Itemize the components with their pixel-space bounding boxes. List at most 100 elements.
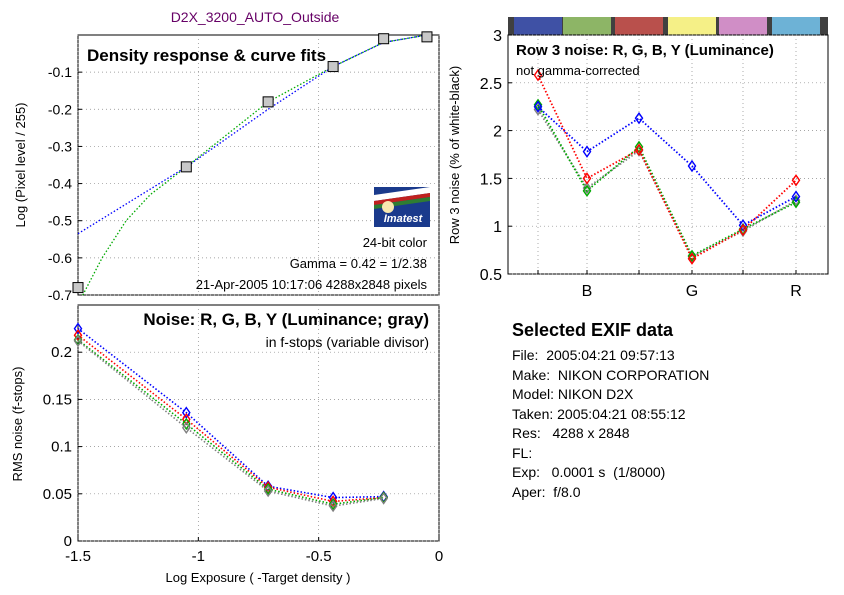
density-series — [72, 31, 433, 296]
row3-grid — [508, 34, 828, 275]
row3-green-marker — [533, 98, 543, 112]
row3-y-tick-label: 2.5 — [480, 76, 502, 93]
row3-plot-area — [507, 34, 829, 275]
row3-color-patch — [772, 17, 820, 35]
row3-color-patch — [563, 17, 611, 35]
row3-blue-marker — [738, 219, 748, 232]
noise-blue-marker — [328, 491, 338, 504]
row3-y-label: Row 3 noise (% of white-black) — [447, 66, 462, 244]
row3-red-line — [537, 74, 797, 260]
noise-subtitle: in f-stops (variable divisor) — [266, 334, 429, 350]
exif-row: File: 2005:04:21 09:57:13 — [512, 347, 675, 363]
density-y-tick-label: -0.4 — [48, 176, 72, 192]
noise-y-tick-label: 0 — [64, 533, 72, 550]
noise-gray-marker — [73, 334, 83, 348]
row3-x-tick-label: B — [582, 283, 593, 300]
exif-panel: Selected EXIF data File: 2005:04:21 09:5… — [512, 320, 832, 502]
exif-row: FL: — [512, 444, 533, 461]
row3-y-tick-label: 0.5 — [480, 267, 502, 284]
row3-y-tick-label: 3 — [493, 28, 502, 45]
noise-gray-marker — [328, 499, 338, 513]
noise-chart: -1.5 -1 -0.5 0 0 0.05 0.1 0.15 0.2 Noise: R, G, … — [10, 304, 443, 585]
density-annotation-date: 21-Apr-2005 10:17:06 4288x2848 pixels — [196, 277, 428, 292]
noise-blue-marker — [73, 322, 83, 335]
row3-color-patch — [668, 17, 716, 35]
row3-red-marker — [687, 252, 697, 265]
imatest-logo-text: Imatest — [384, 213, 424, 225]
row3-y-tick-label: 1 — [493, 219, 502, 236]
density-green-fit-line — [82, 34, 428, 296]
density-y-label: Log (Pixel level / 255) — [13, 102, 28, 227]
noise-plot-area — [77, 304, 440, 542]
exif-row: Make: NIKON CORPORATION — [512, 366, 710, 383]
row3-red-marker — [738, 223, 748, 237]
noise-red-line — [77, 334, 384, 503]
noise-x-tick-label: -1 — [192, 548, 205, 565]
row3-red-marker — [791, 174, 801, 187]
row3-y-tick-label: 1.5 — [480, 171, 502, 188]
row3-red-marker — [533, 68, 543, 82]
row3-gray-marker — [582, 181, 592, 195]
density-y-tick-label: -0.6 — [48, 250, 72, 266]
density-marker — [378, 33, 390, 45]
row3-blue-marker — [582, 145, 592, 158]
row3-y-tick-label: 2 — [493, 124, 502, 141]
noise-ticks: -1.5 -1 -0.5 0 0 0.05 0.1 0.15 0.2 — [43, 344, 443, 565]
density-marker — [180, 161, 192, 173]
row3-blue-marker — [533, 100, 543, 113]
noise-blue-line — [77, 327, 384, 499]
row3-color-patch — [615, 17, 663, 35]
exif-row: Aper: f/8.0 — [512, 483, 581, 500]
row3-blue-line — [537, 106, 797, 227]
density-grid — [77, 35, 440, 296]
density-plot-area — [77, 34, 440, 296]
density-y-tick-label: -0.5 — [48, 213, 72, 229]
exif-row: Taken: 2005:04:21 08:55:12 — [512, 405, 686, 422]
row3-red-marker — [634, 143, 644, 156]
row3-blue-marker — [634, 111, 644, 125]
density-y-tick-label: -0.7 — [48, 287, 72, 303]
row3-x-tick-label: R — [790, 283, 802, 300]
row3-color-patch — [719, 17, 767, 35]
exif-title: Selected EXIF data — [512, 320, 674, 340]
noise-y-tick-label: 0.2 — [51, 344, 72, 361]
exif-row: Model: NIKON D2X — [512, 386, 634, 402]
row3-blue-marker — [791, 190, 801, 203]
imatest-logo: Imatest — [374, 187, 430, 227]
density-title: Density response & curve fits — [87, 46, 326, 65]
noise-x-tick-label: 0 — [435, 548, 443, 565]
noise-x-label: Log Exposure ( -Target density ) — [166, 570, 351, 585]
density-marker — [421, 31, 433, 43]
density-chart: -0.1 -0.2 -0.3 -0.4 -0.5 -0.6 -0.7 Density res… — [13, 31, 440, 303]
noise-y-tick-label: 0.15 — [43, 391, 72, 408]
row3-green-marker — [791, 196, 801, 209]
noise-gray-marker — [181, 421, 191, 434]
noise-y-tick-label: 0.1 — [51, 439, 72, 456]
noise-gray-marker — [263, 484, 273, 498]
row3-color-patch — [514, 17, 562, 35]
noise-red-marker — [263, 480, 273, 494]
noise-title: Noise: R, G, B, Y (Luminance; gray) — [143, 310, 429, 329]
noise-x-tick-label: -1.5 — [65, 548, 91, 565]
noise-x-tick-label: -0.5 — [306, 548, 332, 565]
density-marker — [327, 61, 339, 73]
noise-blue-marker — [181, 406, 191, 419]
exif-row: Res: 4288 x 2848 — [512, 425, 630, 441]
row3-subtitle: not gamma-corrected — [516, 63, 640, 78]
noise-y-label: RMS noise (f-stops) — [10, 367, 25, 482]
exif-row: Exp: 0.0001 s (1/8000) — [512, 464, 666, 480]
density-annotation-gamma: Gamma = 0.42 = 1/2.38 — [290, 256, 427, 271]
row3-ticks: 0.5 1 1.5 2 2.5 3 B G R — [480, 28, 802, 300]
row3-chart: 0.5 1 1.5 2 2.5 3 B G R Row 3 noise: R, G, B, Y … — [447, 17, 829, 300]
row3-series — [533, 68, 801, 265]
noise-series — [73, 322, 389, 513]
noise-green-marker — [263, 482, 273, 496]
row3-blue-marker — [687, 159, 697, 173]
row3-green-line — [537, 104, 797, 258]
density-y-tick-label: -0.3 — [48, 138, 72, 154]
density-annotation-color: 24-bit color — [363, 235, 428, 250]
row3-color-patches — [508, 17, 828, 35]
noise-gray-line — [77, 340, 384, 507]
density-y-ticks: -0.1 -0.2 -0.3 -0.4 -0.5 -0.6 -0.7 — [48, 64, 82, 303]
